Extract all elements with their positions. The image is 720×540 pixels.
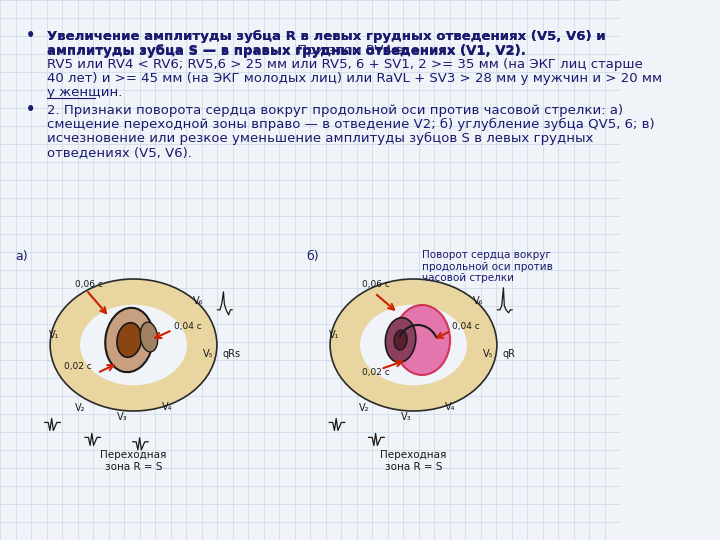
Text: qRs: qRs bbox=[222, 349, 241, 359]
Text: 0,06 с: 0,06 с bbox=[362, 280, 390, 289]
Text: амплитуды зубца S — в правых грудных отведениях (V1, V2).: амплитуды зубца S — в правых грудных отв… bbox=[48, 44, 526, 57]
Text: а): а) bbox=[16, 250, 28, 263]
Ellipse shape bbox=[330, 279, 497, 411]
Text: Поворот сердца вокруг
продольной оси против
часовой стрелки: Поворот сердца вокруг продольной оси про… bbox=[422, 250, 553, 283]
Text: 0,02 с: 0,02 с bbox=[362, 368, 390, 377]
Text: •: • bbox=[26, 102, 35, 117]
Text: V₁: V₁ bbox=[49, 330, 59, 340]
Text: 0,04 с: 0,04 с bbox=[452, 322, 480, 332]
Ellipse shape bbox=[360, 305, 467, 386]
Ellipse shape bbox=[105, 308, 153, 372]
Ellipse shape bbox=[394, 305, 450, 375]
Text: V₄: V₄ bbox=[163, 402, 173, 411]
Text: Увеличение амплитуды зубца R в левых грудных отведениях (V5, V6) и: Увеличение амплитуды зубца R в левых гру… bbox=[48, 30, 606, 43]
Text: Увеличение амплитуды зубца R в левых грудных отведениях (V5, V6) и
амплитуды зуб: Увеличение амплитуды зубца R в левых гру… bbox=[48, 30, 606, 58]
Text: 0,04 с: 0,04 с bbox=[174, 322, 202, 332]
Text: б): б) bbox=[306, 250, 318, 263]
Ellipse shape bbox=[394, 330, 407, 350]
Ellipse shape bbox=[80, 305, 187, 386]
Text: V₂: V₂ bbox=[359, 403, 369, 413]
Text: Переходная
зона R = S: Переходная зона R = S bbox=[380, 450, 446, 471]
Ellipse shape bbox=[140, 322, 158, 352]
Text: •: • bbox=[26, 28, 35, 43]
Text: V₅: V₅ bbox=[482, 349, 493, 359]
Text: V₆: V₆ bbox=[193, 296, 203, 306]
Text: 0,06 с: 0,06 с bbox=[75, 280, 103, 289]
Text: 0,02 с: 0,02 с bbox=[64, 362, 92, 372]
Text: V₅: V₅ bbox=[202, 349, 213, 359]
Text: V₃: V₃ bbox=[400, 412, 411, 422]
Ellipse shape bbox=[385, 318, 416, 362]
Text: При этом RV4 ≥: При этом RV4 ≥ bbox=[293, 44, 407, 57]
Text: V₂: V₂ bbox=[75, 403, 86, 413]
Text: 40 лет) и >= 45 мм (на ЭКГ молодых лиц) или RaVL + SV3 > 28 мм у мужчин и > 20 м: 40 лет) и >= 45 мм (на ЭКГ молодых лиц) … bbox=[48, 72, 662, 85]
Text: смещение переходной зоны вправо — в отведение V2; б) углубление зубца QV5, 6; в): смещение переходной зоны вправо — в отве… bbox=[48, 118, 655, 131]
Text: Переходная
зона R = S: Переходная зона R = S bbox=[100, 450, 167, 471]
Text: RV5 или RV4 < RV6; RV5,6 > 25 мм или RV5, 6 + SV1, 2 >= 35 мм (на ЭКГ лиц старше: RV5 или RV4 < RV6; RV5,6 > 25 мм или RV5… bbox=[48, 58, 643, 71]
Text: V₆: V₆ bbox=[473, 296, 483, 306]
Text: у женщин.: у женщин. bbox=[48, 86, 122, 99]
Text: V₁: V₁ bbox=[328, 330, 339, 340]
Text: 2. Признаки поворота сердца вокруг продольной оси против часовой стрелки: а): 2. Признаки поворота сердца вокруг продо… bbox=[48, 104, 624, 117]
Text: V₄: V₄ bbox=[445, 402, 455, 411]
Ellipse shape bbox=[50, 279, 217, 411]
Text: qR: qR bbox=[503, 349, 516, 359]
Text: V₃: V₃ bbox=[117, 412, 127, 422]
Text: исчезновение или резкое уменьшение амплитуды зубцов S в левых грудных: исчезновение или резкое уменьшение ампли… bbox=[48, 132, 594, 145]
Text: отведениях (V5, V6).: отведениях (V5, V6). bbox=[48, 146, 192, 159]
Ellipse shape bbox=[117, 323, 142, 357]
